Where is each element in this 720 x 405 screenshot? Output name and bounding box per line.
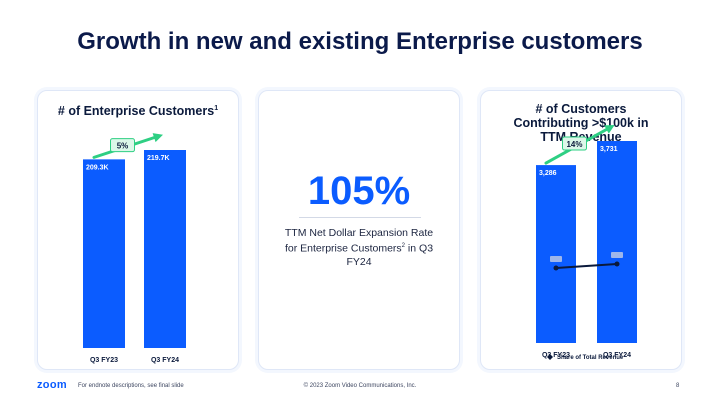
enterprise-chart-title-text: # of Enterprise Customers: [57, 104, 215, 119]
metric-divider: [299, 217, 421, 218]
x-tick-label: Q3 FY23: [542, 352, 570, 359]
enterprise-customers-chart: 209.3K Q3 FY23 219.7K Q3 FY24 5%: [83, 133, 186, 364]
bar-1: [144, 150, 186, 348]
zoom-logo: zoom: [37, 379, 67, 391]
share-label-redacted: [550, 256, 562, 262]
bar-0: [536, 165, 576, 343]
growth-badge: [562, 136, 587, 151]
footer-note: For endnote descriptions, see final slid…: [78, 383, 184, 389]
share-point-0: [553, 265, 559, 271]
legend-label: Share of Total Revenue: [557, 355, 624, 361]
growth-badge: [110, 138, 135, 153]
enterprise-customers-card: # of Enterprise Customers1 209.3K Q3 FY23…: [37, 90, 239, 370]
share-line: [555, 263, 618, 269]
net-dollar-expansion-value: 105%: [307, 169, 411, 213]
bar-value-label: 3,286: [539, 170, 557, 177]
net-dollar-expansion-card: 105% TTM Net Dollar Expansion Rate for E…: [258, 90, 460, 370]
metric-label-suffix: in Q3 FY24: [346, 242, 434, 268]
large-customers-card: # of Customers Contributing >$100k in TT…: [480, 90, 682, 370]
x-tick-label: Q3 FY23: [90, 357, 118, 364]
copyright: © 2023 Zoom Video Communications, Inc.: [303, 383, 417, 389]
large-customers-chart: 3,286 Q3 FY23 3,731 Q3 FY24 14% Share of Tota…: [536, 124, 637, 361]
slide-title: Growth in new and existing Enterprise cu…: [77, 28, 643, 55]
enterprise-chart-title-footnote: 1: [214, 105, 219, 112]
legend-marker: [547, 354, 553, 360]
bar-value-label: 3,731: [600, 146, 618, 153]
net-dollar-expansion-label: TTM Net Dollar Expansion Rate for Enterp…: [279, 227, 439, 269]
bar-0: [83, 159, 125, 348]
enterprise-chart-title: # of Enterprise Customers1: [38, 102, 238, 118]
growth-label: 5%: [117, 142, 129, 151]
x-tick-label: Q3 FY24: [603, 352, 631, 359]
bar-value-label: 209.3K: [86, 164, 109, 171]
metric-label-text: TTM Net Dollar Expansion Rate for Enterp…: [284, 227, 434, 255]
x-tick-label: Q3 FY24: [151, 357, 179, 364]
share-point-1: [614, 261, 620, 267]
bar-value-label: 219.7K: [147, 155, 170, 162]
growth-label: 14%: [566, 140, 582, 149]
metric-label-footnote: 2: [401, 243, 406, 249]
share-label-redacted: [611, 252, 623, 258]
growth-arrow-head: [152, 133, 163, 143]
growth-arrow-head: [604, 124, 615, 134]
page-number: 8: [676, 383, 680, 389]
bar-1: [597, 141, 637, 343]
